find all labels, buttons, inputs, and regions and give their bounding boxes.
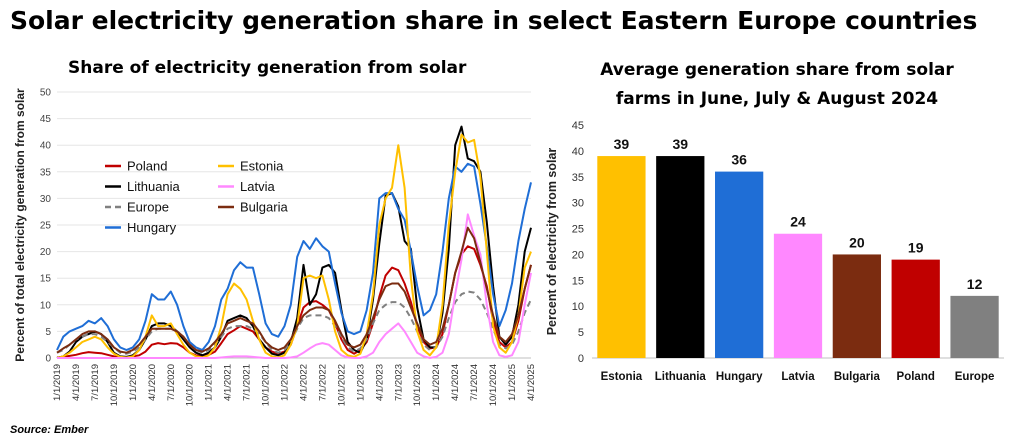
- y-tick-label: 50: [40, 88, 52, 99]
- y-tick-label: 20: [572, 249, 584, 261]
- y-tick-label: 15: [572, 275, 584, 287]
- x-tick-label: 10/1/2020: [185, 364, 196, 406]
- x-tick-label: 10/1/2019: [109, 364, 120, 406]
- y-tick-label: 30: [572, 198, 584, 210]
- y-tick-label: 0: [578, 353, 584, 365]
- y-tick-label: 25: [40, 221, 52, 232]
- bar-value-label: 19: [908, 240, 924, 256]
- line-chart-title: Share of electricity generation from sol…: [68, 58, 467, 78]
- category-label: Latvia: [781, 371, 815, 383]
- x-tick-label: 1/1/2024: [431, 364, 442, 401]
- y-tick-label: 45: [40, 114, 52, 125]
- y-axis-label: Percent of total electricity generation …: [13, 88, 27, 362]
- category-label: Poland: [897, 371, 935, 383]
- legend-label: Bulgaria: [240, 200, 288, 215]
- bar-value-label: 39: [672, 136, 688, 152]
- x-tick-label: 1/1/2022: [280, 364, 291, 401]
- y-tick-label: 40: [40, 141, 52, 152]
- x-tick-label: 7/1/2021: [242, 364, 253, 401]
- y-tick-label: 35: [40, 167, 52, 178]
- category-label: Europe: [955, 371, 995, 383]
- x-tick-label: 7/1/2019: [90, 364, 101, 401]
- legend-label: Estonia: [240, 159, 284, 174]
- x-tick-label: 1/1/2019: [52, 364, 63, 401]
- y-tick-label: 45: [572, 120, 584, 132]
- legend-label: Lithuania: [127, 179, 181, 194]
- y-tick-label: 10: [40, 300, 52, 311]
- x-tick-label: 7/1/2023: [393, 364, 404, 401]
- x-tick-label: 7/1/2022: [317, 364, 328, 401]
- y-tick-label: 35: [572, 172, 584, 184]
- x-tick-label: 1/1/2023: [355, 364, 366, 401]
- x-tick-label: 7/1/2024: [469, 364, 480, 401]
- x-tick-label: 4/1/2019: [71, 364, 82, 401]
- series-line-latvia: [57, 213, 532, 359]
- bar-lithuania: [656, 156, 705, 358]
- x-tick-label: 4/1/2020: [147, 364, 158, 401]
- x-tick-label: 4/1/2021: [223, 364, 234, 401]
- bar-value-label: 39: [614, 136, 630, 152]
- series-line-bulgaria: [56, 226, 532, 354]
- bar-poland: [891, 259, 940, 358]
- x-tick-label: 4/1/2022: [298, 364, 309, 401]
- bar-estonia: [597, 156, 646, 358]
- x-tick-label: 1/1/2021: [204, 364, 215, 401]
- bar-value-label: 36: [731, 152, 747, 168]
- bar-chart-title: Average generation share from solar farm…: [600, 60, 954, 109]
- y-tick-label: 30: [40, 194, 52, 205]
- x-tick-label: 4/1/2023: [374, 364, 385, 401]
- x-tick-label: 4/1/2025: [526, 364, 537, 401]
- line-chart: 0 5 10 15 20 25 30 35 40 45 50 Percent of total ele…: [13, 88, 537, 407]
- legend-label: Latvia: [240, 179, 275, 194]
- x-tick-label: 7/1/2020: [166, 364, 177, 401]
- x-tick-label: 10/1/2021: [261, 364, 272, 406]
- y-tick-label: 5: [578, 327, 584, 339]
- x-tick-label: 10/1/2022: [336, 364, 347, 406]
- category-label: Lithuania: [655, 371, 707, 383]
- category-label: Bulgaria: [834, 371, 881, 383]
- y-tick-label: 0: [45, 354, 51, 365]
- category-label: Estonia: [601, 371, 643, 383]
- bar-hungary: [715, 171, 764, 358]
- legend-label: Poland: [127, 159, 167, 174]
- legend-label: Hungary: [127, 220, 177, 235]
- y-axis-label: Percent of electricity from solar: [545, 148, 559, 336]
- y-tick-label: 25: [572, 224, 584, 236]
- y-tick-label: 15: [40, 274, 52, 285]
- bar-value-label: 24: [790, 214, 806, 230]
- x-tick-label: 10/1/2023: [412, 364, 423, 406]
- series-line-estonia: [56, 133, 532, 359]
- bar-latvia: [773, 233, 823, 358]
- bar-value-label: 12: [967, 276, 983, 292]
- bar-europe: [950, 295, 999, 358]
- series-line-hungary: [56, 162, 532, 351]
- x-tick-label: 1/1/2020: [128, 364, 139, 401]
- x-tick-label: 10/1/2024: [488, 364, 499, 406]
- y-tick-label: 5: [45, 327, 51, 338]
- y-tick-label: 10: [572, 301, 584, 313]
- bar-value-label: 20: [849, 234, 865, 250]
- bar-bulgaria: [832, 254, 881, 358]
- category-label: Hungary: [716, 371, 763, 383]
- x-tick-label: 1/1/2025: [507, 364, 518, 401]
- legend-label: Europe: [127, 200, 169, 215]
- main-title: Solar electricity generation share in se…: [10, 6, 978, 35]
- source-note: Source: Ember: [10, 424, 89, 436]
- y-tick-label: 40: [572, 146, 584, 158]
- y-tick-label: 20: [40, 247, 52, 258]
- x-tick-label: 4/1/2024: [450, 364, 461, 401]
